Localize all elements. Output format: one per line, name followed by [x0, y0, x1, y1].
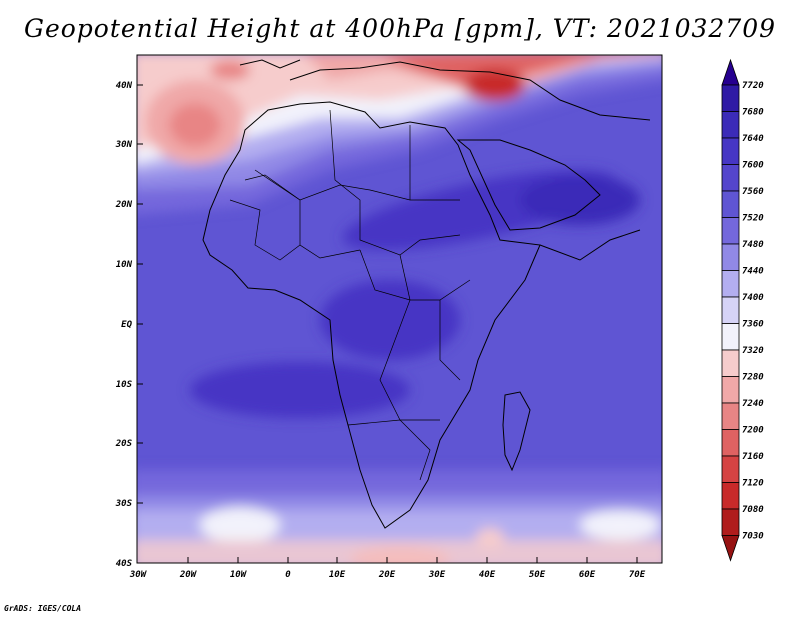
colorbar-swatch	[721, 270, 740, 298]
colorbar-label: 7080	[742, 505, 764, 515]
lon-label-50e: 50E	[529, 570, 546, 580]
colorbar-label: 7400	[742, 293, 764, 303]
colorbar-label: 7720	[742, 81, 764, 91]
colorbar-swatch	[721, 296, 740, 324]
lon-label-0: 0	[285, 570, 291, 580]
credit-text: GrADS: IGES/COLA	[4, 604, 82, 613]
lat-label-10n: 10N	[116, 260, 133, 270]
chart-title: Geopotential Height at 400hPa [gpm], VT:…	[23, 14, 777, 43]
colorbar-label: 7600	[742, 161, 764, 171]
colorbar-label: 7160	[742, 452, 764, 462]
colorbar-swatch	[721, 137, 740, 165]
lat-label-10s: 10S	[116, 380, 133, 390]
lat-label-40n: 40N	[116, 81, 133, 91]
colorbar-swatch	[721, 190, 740, 218]
coastlines	[202, 59, 651, 529]
colorbar-label: 7640	[742, 134, 764, 144]
colorbar-label: 7200	[742, 426, 764, 436]
colorbar-label: 7320	[742, 346, 764, 356]
colorbar-swatch	[721, 111, 740, 139]
colorbar-swatch	[721, 164, 740, 192]
colorbar-label: 7520	[742, 214, 764, 224]
colorbar-swatch	[721, 323, 740, 351]
lon-label-30w: 30W	[129, 570, 148, 580]
colorbar-arrow-top	[721, 58, 740, 86]
lat-axis: 40N 30N 20N 10N EQ 10S 20S 30S 40S	[115, 81, 143, 569]
colorbar-label: 7280	[742, 373, 764, 383]
colorbar-swatch	[721, 217, 740, 245]
height-field	[137, 55, 662, 563]
lat-label-eq: EQ	[121, 320, 132, 330]
colorbar-label: 7560	[742, 187, 764, 197]
country-borders	[229, 109, 471, 481]
colorbar-label: 7440	[742, 267, 764, 277]
colorbar-label: 7240	[742, 399, 764, 409]
lon-label-60e: 60E	[579, 570, 596, 580]
colorbar-label: 7680	[742, 108, 764, 118]
colorbar-swatch	[721, 84, 740, 112]
colorbar-swatch	[721, 508, 740, 536]
lon-label-70e: 70E	[629, 570, 646, 580]
map-frame	[136, 54, 663, 564]
lon-label-10w: 10W	[230, 570, 248, 580]
lat-label-20n: 20N	[115, 200, 133, 210]
colorbar-swatch	[721, 429, 740, 457]
colorbar-label: 7030	[742, 532, 764, 542]
colorbar-swatch	[721, 482, 740, 510]
lon-label-20w: 20W	[179, 570, 198, 580]
colorbar-swatch	[721, 376, 740, 404]
colorbar-swatch	[721, 455, 740, 483]
lon-label-20e: 20E	[378, 570, 396, 580]
colorbar-label: 7120	[742, 479, 764, 489]
lat-label-40s: 40S	[116, 559, 133, 569]
lon-label-40e: 40E	[479, 570, 496, 580]
lat-label-20s: 20S	[115, 439, 133, 449]
lat-label-30n: 30N	[115, 140, 133, 150]
colorbar-arrow-bottom	[721, 535, 740, 562]
colorbar-label: 7360	[742, 320, 764, 330]
colorbar-swatch	[721, 243, 740, 271]
lat-label-30s: 30S	[115, 499, 133, 509]
colorbar-label: 7480	[742, 240, 764, 250]
colorbar-swatch	[721, 402, 740, 430]
colorbar: 7720 7680 7640 7600 7560 7520 7480 7440 7400 7360…	[721, 58, 764, 562]
colorbar-swatch	[721, 349, 740, 377]
lon-label-10e: 10E	[329, 570, 346, 580]
lon-label-30e: 30E	[428, 570, 446, 580]
lon-axis: 30W 20W 10W 0 10E 20E 30E 40E 50E 60E 70…	[129, 557, 646, 580]
